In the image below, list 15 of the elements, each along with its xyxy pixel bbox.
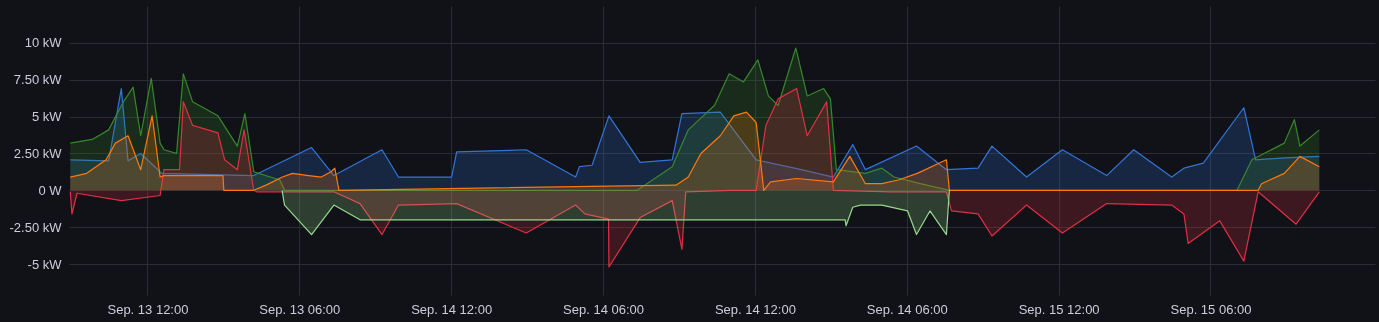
x-tick-label: Sep. 13 12:00: [107, 301, 189, 317]
x-tick-label: Sep. 14 12:00: [411, 301, 493, 317]
x-tick-label: Sep. 13 06:00: [259, 301, 341, 317]
x-tick-label: Sep. 14 12:00: [714, 301, 796, 317]
y-tick-label: -5 kW: [27, 256, 63, 272]
y-tick-label: 0 W: [38, 182, 63, 198]
y-tick-label: 2.50 kW: [13, 145, 63, 161]
x-tick-label: Sep. 14 06:00: [563, 301, 645, 317]
y-tick-label: 7.50 kW: [13, 72, 63, 88]
y-tick-label: 10 kW: [24, 35, 63, 51]
x-tick-label: Sep. 15 06:00: [1170, 301, 1252, 317]
y-tick-label: 5 kW: [31, 109, 63, 125]
x-tick-label: Sep. 14 06:00: [866, 301, 948, 317]
y-tick-label: -2.50 kW: [9, 219, 63, 235]
x-tick-label: Sep. 15 12:00: [1018, 301, 1100, 317]
